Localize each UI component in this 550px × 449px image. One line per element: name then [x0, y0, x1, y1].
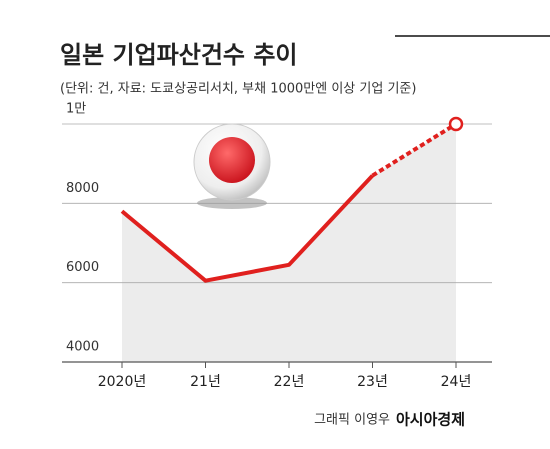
chart-title: 일본 기업파산건수 추이 [60, 41, 298, 69]
plot: 4000 6000 8000 1만 2020년 21년 22년 23년 24년 [62, 102, 492, 390]
line [120, 174, 374, 283]
x-tick-label: 21년 [190, 374, 221, 390]
flag-icon [193, 123, 271, 209]
x-tick-label: 24년 [441, 374, 472, 390]
x-tick-label: 2020년 [98, 374, 147, 390]
credit: 그래픽 이영우 [314, 413, 390, 428]
y-tick-label: 4000 [66, 340, 99, 355]
x-tick-label: 22년 [274, 374, 305, 390]
y-tick-label: 8000 [66, 181, 99, 196]
line-projection [371, 122, 458, 178]
brand: 아시아경제 [396, 411, 465, 429]
x-tick-label: 23년 [357, 374, 388, 390]
y-tick-label: 6000 [66, 260, 99, 275]
y-tick-label: 1만 [66, 102, 86, 117]
end-marker [448, 116, 464, 132]
chart-subtitle: (단위: 건, 자료: 도쿄상공리서치, 부채 1000만엔 이상 기업 기준) [60, 82, 416, 97]
area [122, 124, 456, 362]
